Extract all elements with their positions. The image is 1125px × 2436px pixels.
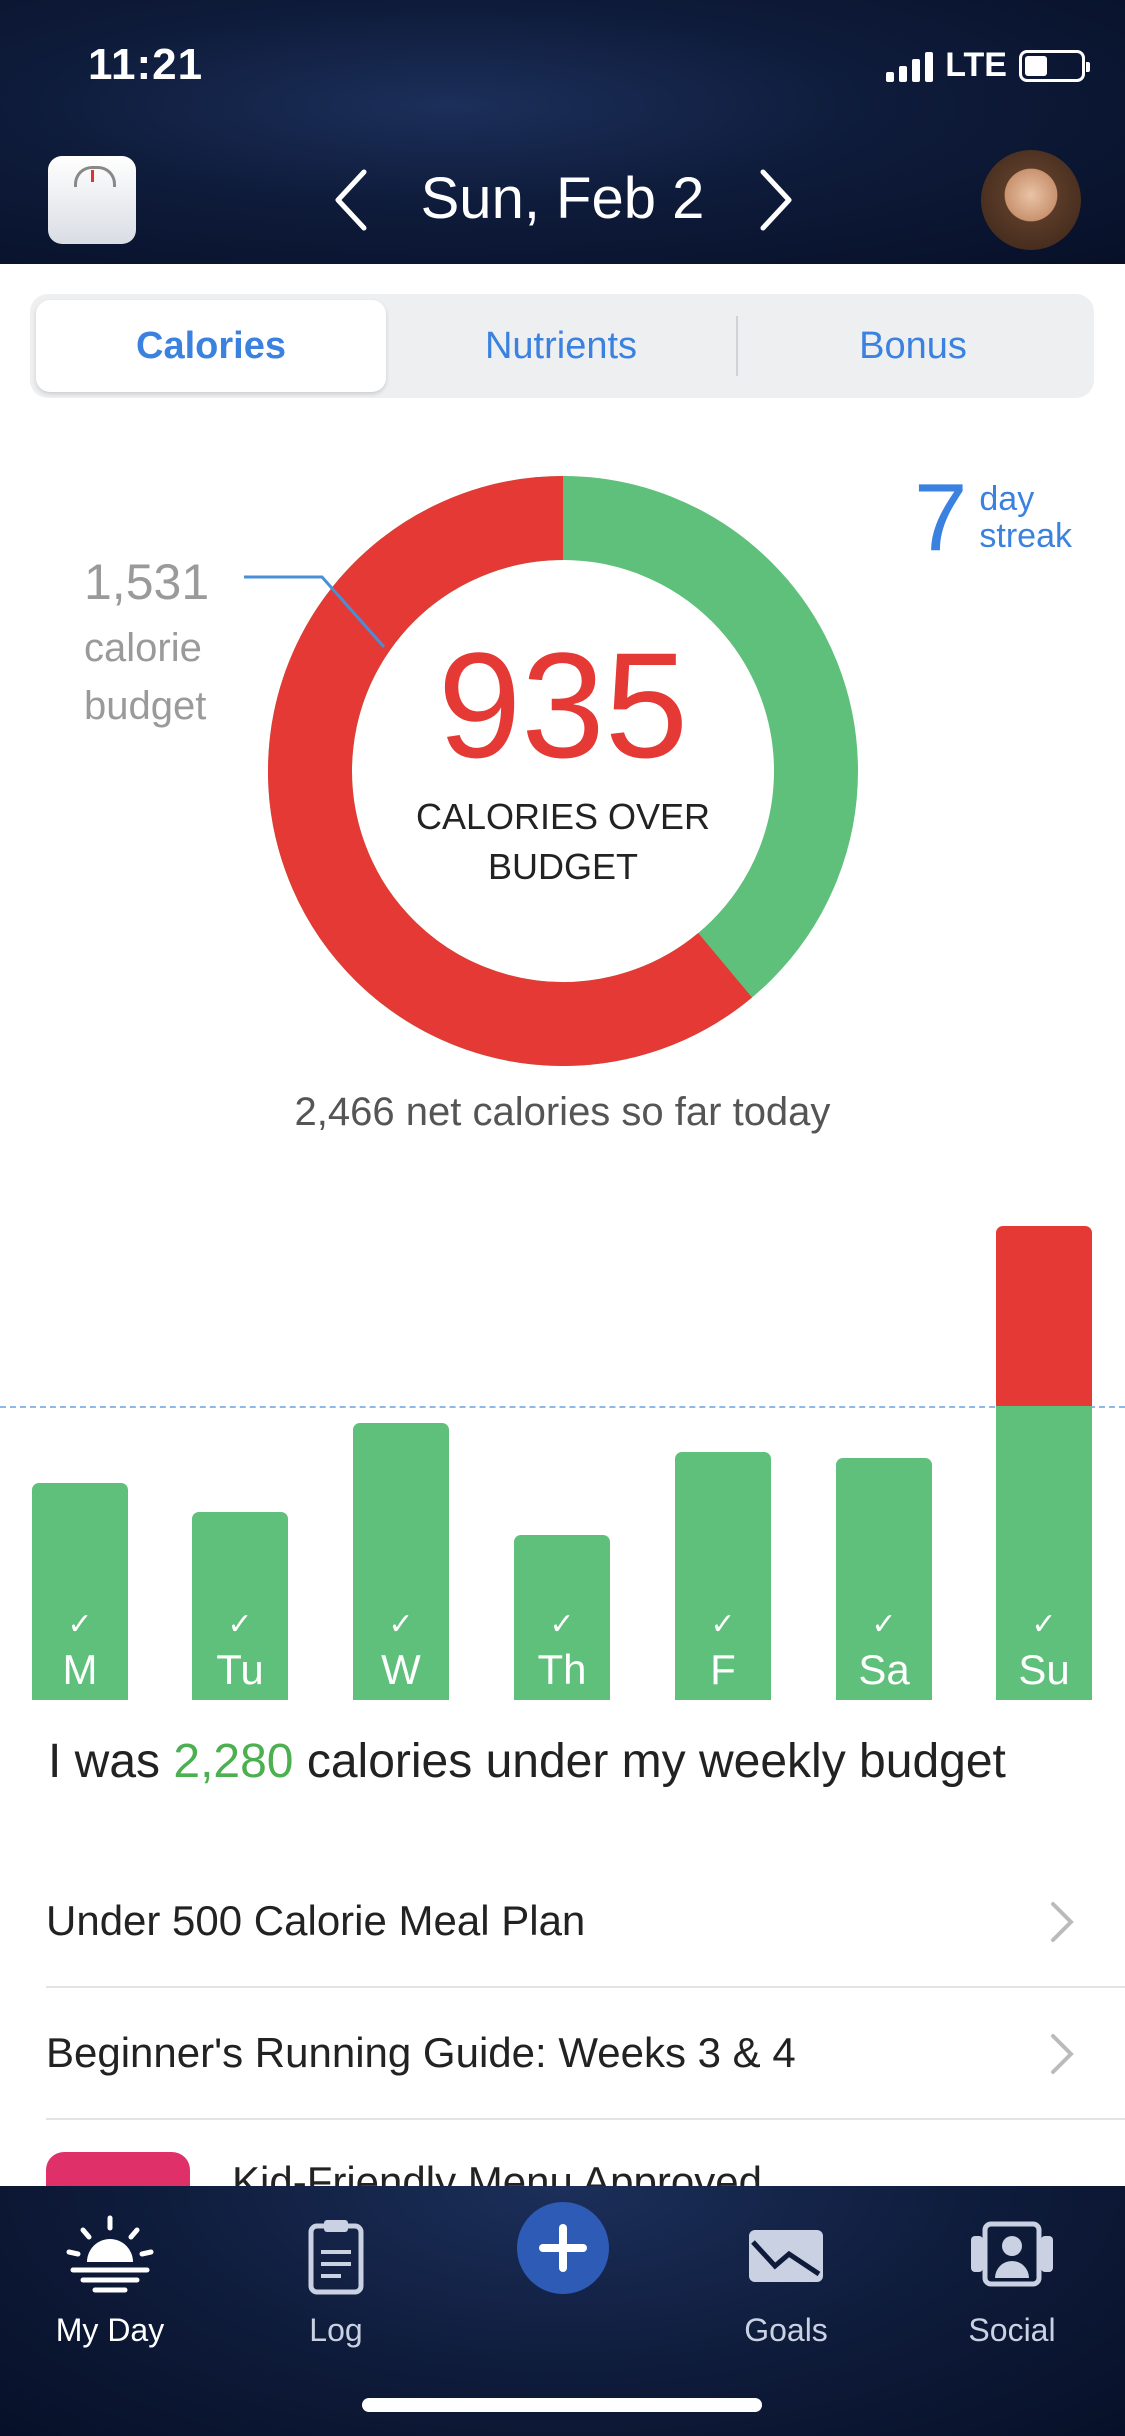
bar-under-segment [996,1405,1092,1700]
tab-label: Log [309,2312,363,2348]
budget-dashed-line [0,1405,1125,1408]
weekly-amount: 2,280 [173,1735,294,1788]
bar-under-segment [192,1511,288,1700]
check-icon: ✓ [1031,1608,1057,1641]
check-icon: ✓ [549,1608,575,1641]
bar-f[interactable]: ✓ F [675,1451,771,1700]
bar-m[interactable]: ✓ M [32,1482,128,1700]
tab-calories[interactable]: Calories [36,300,386,392]
bar-day-label: Sa [858,1646,910,1693]
calorie-budget-value: 1,531 [84,554,210,610]
calorie-budget-label: 1,531 calorie budget [84,546,209,735]
bar-day-label: Tu [216,1646,264,1693]
net-calories-text: 2,466 net calories so far today [294,1090,831,1134]
bar-under-segment [514,1534,610,1700]
clipboard-icon [308,2220,364,2295]
header: 11:21 LTE Sun, Feb 2 [0,0,1125,264]
check-icon: ✓ [227,1608,253,1641]
current-date[interactable]: Sun, Feb 2 [420,166,705,231]
streak-badge[interactable]: 7 day streak [914,470,1072,566]
bar-day-label: F [710,1646,736,1693]
list-item-meal-plan[interactable]: Under 500 Calorie Meal Plan [46,1856,1125,1988]
budget-pointer-line [244,575,386,648]
weekly-summary: I was 2,280 calories under my weekly bud… [48,1734,1006,1789]
network-label: LTE [945,46,1007,84]
segment-divider [736,316,738,376]
donut-center: 935 CALORIES OVER BUDGET [268,476,858,1066]
add-button[interactable] [517,2202,609,2294]
bar-su[interactable]: ✓ Su [996,1225,1092,1700]
bar-day-label: Su [1018,1646,1070,1693]
segment-control: Calories Nutrients Bonus [30,294,1094,398]
bar-over-segment [996,1225,1092,1406]
tab-log[interactable]: Log [246,2212,426,2372]
calorie-donut-chart [268,476,858,1066]
list-item-label: Under 500 Calorie Meal Plan [46,1897,586,1944]
chart-envelope-icon [749,2230,823,2282]
bar-sa[interactable]: ✓ Sa [836,1457,932,1700]
tab-bonus[interactable]: Bonus [859,324,967,367]
sunrise-icon [66,2215,154,2293]
tab-label: Social [968,2312,1056,2348]
check-icon: ✓ [67,1608,93,1641]
status-bar-right: LTE [886,46,1090,85]
calories-over-value: 935 [437,620,689,789]
battery-icon [1019,49,1090,82]
bar-w[interactable]: ✓ W [353,1423,449,1700]
home-indicator[interactable] [362,2398,762,2412]
bar-th[interactable]: ✓ Th [514,1534,610,1700]
status-time: 11:21 [88,40,204,89]
list-item-label: Beginner's Running Guide: Weeks 3 & 4 [46,2029,796,2076]
calorie-budget-text-1: calorie [84,625,202,670]
streak-line-1: day [979,479,1035,518]
bar-tu[interactable]: ✓ Tu [192,1511,288,1700]
check-icon: ✓ [388,1608,414,1641]
bar-day-label: M [62,1646,98,1693]
weekly-bar-chart: ✓ M ✓ Tu ✓ W ✓ Th ✓ F ✓ Sa ✓ Su [0,1200,1125,1700]
weekly-suffix: calories under my weekly budget [306,1735,1006,1788]
chevron-left-icon [335,169,367,231]
tab-goals[interactable]: Goals [696,2212,876,2372]
weekly-prefix: I was [48,1735,161,1788]
bar-under-segment [32,1482,128,1700]
tab-label: Goals [744,2312,828,2348]
plus-icon [539,2224,587,2272]
streak-number: 7 [914,464,968,571]
calorie-budget-text-2: budget [84,683,207,728]
list-item-running-guide[interactable]: Beginner's Running Guide: Weeks 3 & 4 [46,1988,1125,2120]
chevron-right-icon [1051,1902,1074,1942]
streak-line-2: streak [979,517,1072,555]
bar-under-segment [675,1451,771,1700]
check-icon: ✓ [871,1608,897,1641]
avatar[interactable] [981,150,1081,250]
tab-nutrients[interactable]: Nutrients [484,324,638,367]
tab-my-day[interactable]: My Day [20,2212,200,2372]
people-icon [971,2221,1053,2287]
bar-under-segment [836,1457,932,1700]
check-icon: ✓ [710,1608,736,1641]
next-day-button[interactable] [745,160,805,240]
scale-icon[interactable] [48,156,136,244]
tab-label: My Day [55,2312,165,2348]
calories-over-caption: CALORIES OVER BUDGET [415,795,711,887]
streak-text: day streak [979,479,1072,556]
signal-icon [886,50,934,82]
bar-under-segment [353,1423,449,1700]
bar-day-label: W [381,1646,421,1693]
chevron-right-icon [760,169,792,231]
chevron-right-icon [1051,2034,1074,2074]
donut-over-segment [268,476,752,1066]
bar-day-label: Th [537,1646,587,1693]
previous-day-button[interactable] [322,160,382,240]
tab-social[interactable]: Social [922,2212,1102,2372]
